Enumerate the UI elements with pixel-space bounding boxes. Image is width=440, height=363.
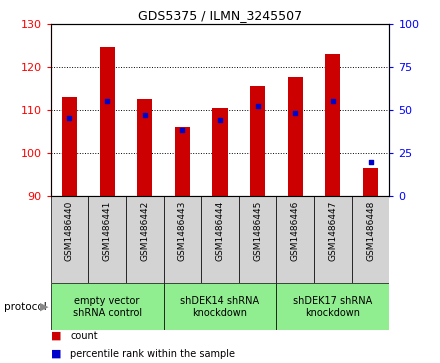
Text: ▶: ▶ (40, 302, 48, 312)
Text: GSM1486442: GSM1486442 (140, 200, 149, 261)
Bar (363, 168, 378, 196)
Bar (62, 97, 77, 196)
Text: GSM1486440: GSM1486440 (65, 200, 74, 261)
Text: GSM1486448: GSM1486448 (366, 200, 375, 261)
Text: GSM1486446: GSM1486446 (291, 200, 300, 261)
Bar (99, 47, 114, 196)
Text: percentile rank within the sample: percentile rank within the sample (70, 349, 235, 359)
Bar (164, 283, 276, 330)
Bar (88, 196, 126, 283)
Text: empty vector
shRNA control: empty vector shRNA control (73, 296, 142, 318)
Text: shDEK17 shRNA
knockdown: shDEK17 shRNA knockdown (293, 296, 373, 318)
Text: GSM1486445: GSM1486445 (253, 200, 262, 261)
Bar (201, 196, 239, 283)
Text: GSM1486443: GSM1486443 (178, 200, 187, 261)
Point (254, 103, 261, 109)
Text: GSM1486444: GSM1486444 (216, 200, 224, 261)
Bar (352, 196, 389, 283)
Text: ■: ■ (51, 331, 61, 341)
Bar (51, 283, 164, 330)
Text: count: count (70, 331, 98, 341)
Bar (213, 108, 227, 196)
Point (141, 112, 148, 118)
Bar (51, 196, 88, 283)
Bar (314, 196, 352, 283)
Bar (288, 77, 303, 196)
Point (216, 117, 224, 123)
Bar (126, 196, 164, 283)
Point (66, 115, 73, 121)
Title: GDS5375 / ILMN_3245507: GDS5375 / ILMN_3245507 (138, 9, 302, 23)
Bar (326, 54, 341, 196)
Bar (175, 127, 190, 196)
Bar (239, 196, 276, 283)
Bar (276, 283, 389, 330)
Point (367, 159, 374, 164)
Bar (137, 99, 152, 196)
Text: ■: ■ (51, 349, 61, 359)
Bar (164, 196, 201, 283)
Text: GSM1486447: GSM1486447 (328, 200, 337, 261)
Point (179, 128, 186, 134)
Text: GSM1486441: GSM1486441 (103, 200, 112, 261)
Point (103, 98, 110, 104)
Point (292, 110, 299, 116)
Point (330, 98, 337, 104)
Bar (250, 86, 265, 196)
Text: shDEK14 shRNA
knockdown: shDEK14 shRNA knockdown (180, 296, 260, 318)
Text: protocol: protocol (4, 302, 47, 312)
Bar (276, 196, 314, 283)
